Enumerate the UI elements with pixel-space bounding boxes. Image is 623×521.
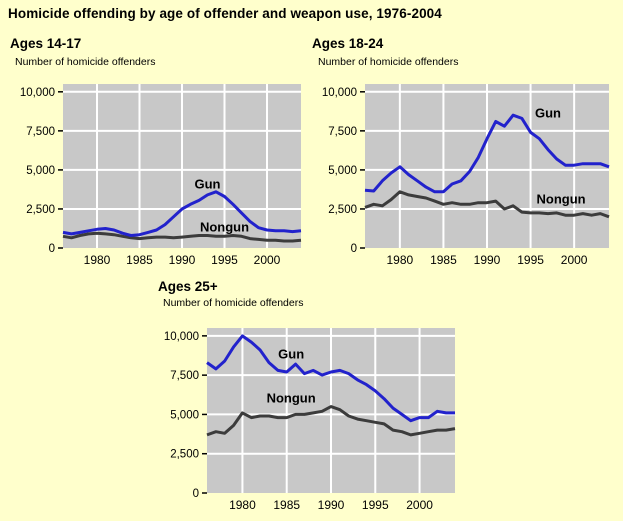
x-tick-label: 1995 (211, 253, 238, 267)
x-tick-label: 1980 (387, 253, 414, 267)
series-label-nongun: Nongun (200, 220, 249, 235)
y-axis-label-ages-18-24: Number of homicide offenders (318, 56, 459, 68)
series-line-gun (206, 334, 455, 423)
x-tick-label: 1990 (169, 253, 196, 267)
x-tick-label: 1990 (318, 498, 345, 512)
line-chart-ages-18-24: 1980 1985 1990 1995 2000 0 2,500 5,000 7,500 10,0… (322, 84, 610, 267)
y-tick-label: 5,000 (170, 409, 199, 421)
series-line-nongun (206, 405, 456, 437)
y-tick-label: 2,500 (328, 204, 357, 216)
x-tick-label: 2000 (406, 498, 433, 512)
y-tick-label: 10,000 (164, 331, 199, 343)
y-tick-label: 10,000 (20, 87, 55, 99)
x-tick-label: 2000 (561, 253, 588, 267)
y-tick-label: 10,000 (322, 87, 357, 99)
y-tick-label: 7,500 (170, 370, 199, 382)
line-chart-ages-14-17: 1980 1985 1990 1995 2000 0 2,500 5,000 7,500 10,0… (20, 84, 302, 267)
x-tick-label: 1990 (474, 253, 501, 267)
chart-title-ages-18-24: Ages 18-24 (312, 36, 384, 51)
x-tick-label: 1985 (126, 253, 153, 267)
series-label-nongun: Nongun (537, 191, 586, 206)
y-tick-label: 2,500 (170, 449, 199, 461)
x-tick-label: 1995 (362, 498, 389, 512)
chart-title-ages-14-17: Ages 14-17 (10, 36, 82, 51)
x-tick-label: 2000 (254, 253, 281, 267)
x-tick-label: 1995 (517, 253, 544, 267)
y-tick-label: 0 (49, 243, 55, 255)
x-tick-label: 1985 (273, 498, 300, 512)
series-line-nongun (364, 190, 610, 219)
series-label-gun: Gun (278, 347, 304, 362)
series-line-gun (364, 113, 610, 194)
series-label-gun: Gun (535, 106, 561, 121)
line-chart-ages-25-plus: 1980 1985 1990 1995 2000 0 2,500 5,000 7,500 10,0… (164, 328, 456, 512)
series-label-gun: Gun (195, 177, 221, 192)
page-title: Homicide offending by age of offender an… (8, 6, 442, 21)
x-tick-label: 1985 (430, 253, 457, 267)
series-label-nongun: Nongun (267, 391, 316, 406)
y-axis-label-ages-14-17: Number of homicide offenders (15, 56, 156, 68)
series-line-nongun (62, 231, 302, 243)
y-tick-label: 2,500 (26, 204, 55, 216)
series-line-gun (62, 190, 302, 237)
y-tick-label: 5,000 (328, 165, 357, 177)
y-tick-label: 5,000 (26, 165, 55, 177)
y-tick-label: 7,500 (328, 126, 357, 138)
y-axis-label-ages-25-plus: Number of homicide offenders (163, 297, 304, 309)
y-tick-label: 0 (351, 243, 357, 255)
chart-title-ages-25-plus: Ages 25+ (158, 279, 218, 294)
y-tick-label: 7,500 (26, 126, 55, 138)
y-tick-label: 0 (193, 488, 199, 500)
x-tick-label: 1980 (229, 498, 256, 512)
x-tick-label: 1980 (84, 253, 111, 267)
